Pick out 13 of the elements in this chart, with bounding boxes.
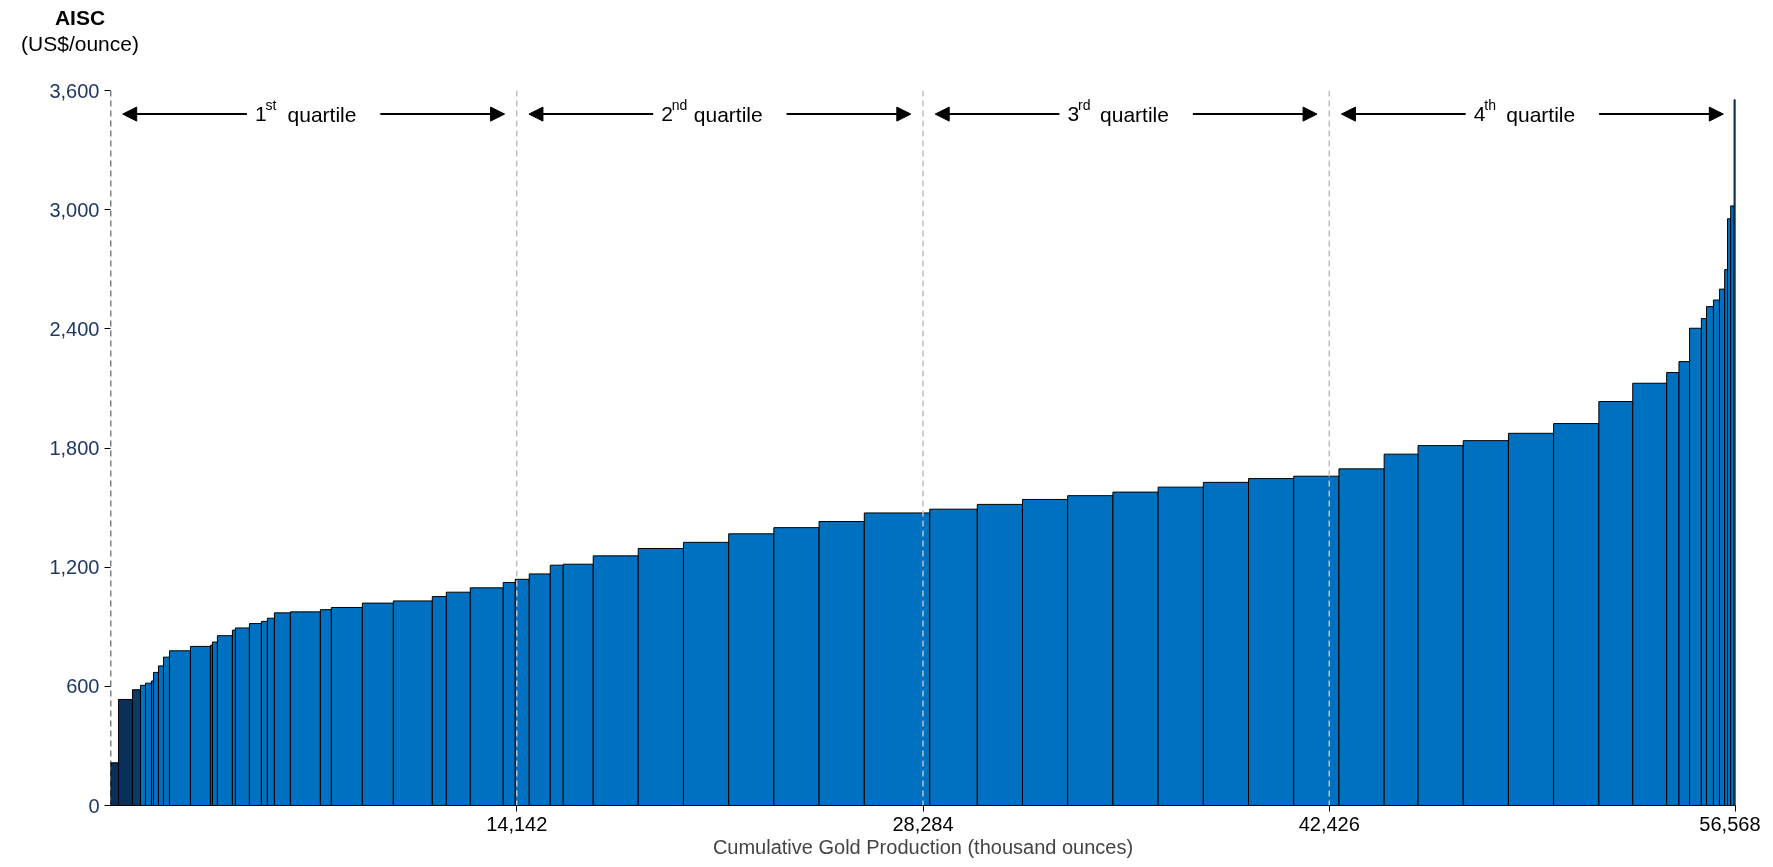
x-tick-label: 42,426 xyxy=(1298,812,1360,835)
x-axis-title: Cumulative Gold Production (thousand ounces) xyxy=(712,835,1134,858)
y-tick-label: 0 xyxy=(88,794,100,817)
y-axis-title: AISC (US$/ounce) xyxy=(20,5,140,57)
y-tick-label: 1,200 xyxy=(49,556,100,579)
x-tick-label: 56,568 xyxy=(1699,812,1761,835)
y-tick-label: 2,400 xyxy=(49,317,100,340)
y-tick-label: 1,800 xyxy=(49,437,100,459)
y-tick-label: 3,000 xyxy=(49,198,100,221)
x-tick-label: 14,142 xyxy=(486,812,548,835)
y-tick-label: 3,600 xyxy=(49,79,100,102)
x-tick-label: 28,284 xyxy=(892,812,954,835)
y-tick-label: 600 xyxy=(66,675,100,698)
